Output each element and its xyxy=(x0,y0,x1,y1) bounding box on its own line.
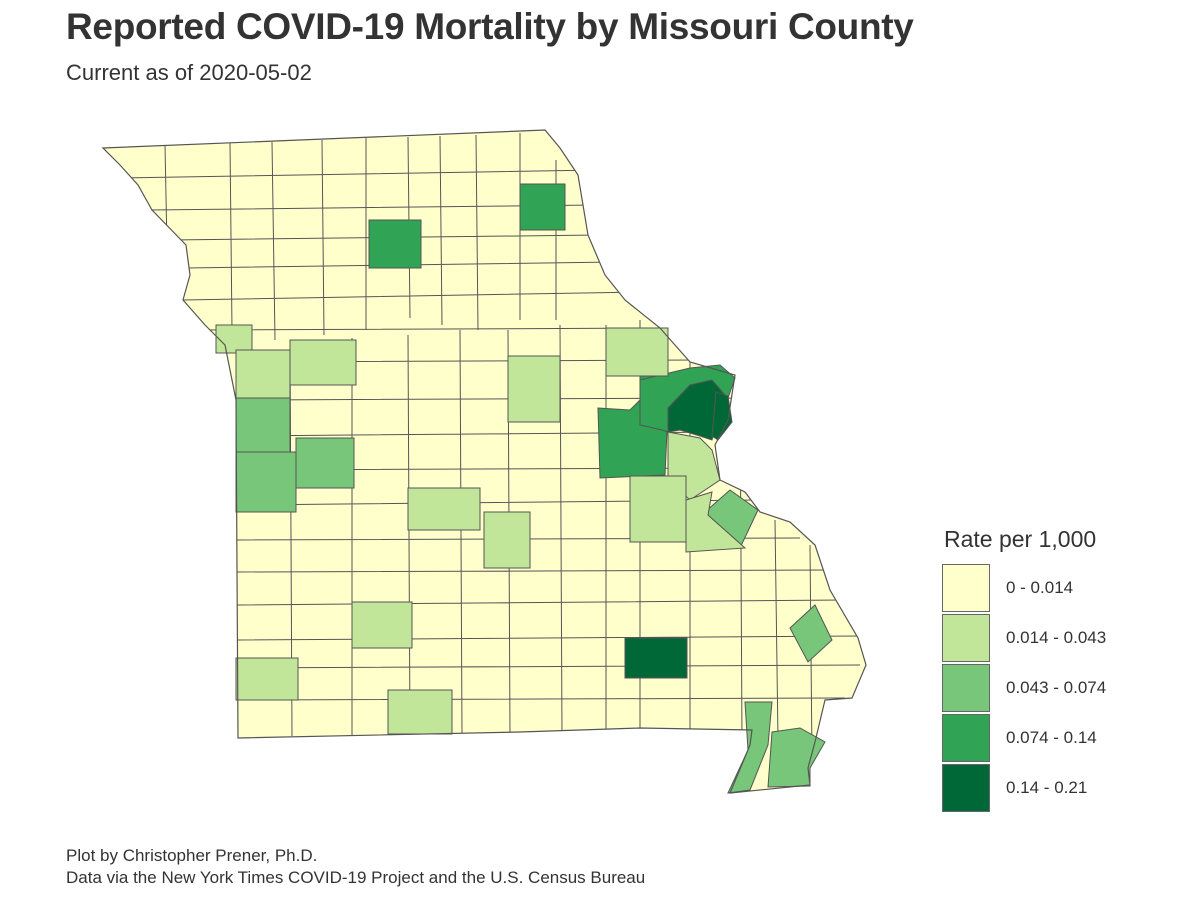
legend-swatch xyxy=(942,614,990,662)
legend-swatch xyxy=(942,664,990,712)
legend-item: 0.043 - 0.074 xyxy=(942,664,1182,714)
caption-source: Data via the New York Times COVID-19 Pro… xyxy=(66,868,646,887)
county-low xyxy=(215,324,253,354)
county-high xyxy=(519,183,566,231)
county-low xyxy=(235,349,291,399)
legend-swatch xyxy=(942,764,990,812)
county-mid xyxy=(767,727,826,788)
county-highest xyxy=(711,391,733,441)
chart-title: Reported COVID-19 Mortality by Missouri … xyxy=(66,6,914,47)
county-low xyxy=(685,491,747,553)
legend-title: Rate per 1,000 xyxy=(944,526,1097,552)
missouri-state-shape xyxy=(103,130,866,793)
county-low xyxy=(351,601,413,649)
county-low xyxy=(407,487,481,531)
county-mid xyxy=(789,604,833,663)
missouri-state-outline xyxy=(101,129,867,794)
county-mid xyxy=(295,437,355,489)
legend-swatch xyxy=(942,564,990,612)
county-highest xyxy=(624,637,688,679)
legend-item: 0.014 - 0.043 xyxy=(942,614,1182,664)
legend-item: 0 - 0.014 xyxy=(942,564,1182,614)
county-mid xyxy=(235,451,297,513)
county-low xyxy=(289,339,357,386)
county-low xyxy=(507,355,561,423)
county-low xyxy=(483,511,531,569)
legend-swatch xyxy=(942,714,990,762)
legend-label: 0.043 - 0.074 xyxy=(1006,678,1107,697)
legend-item: 0.074 - 0.14 xyxy=(942,714,1182,764)
county-low xyxy=(235,657,299,701)
legend-label: 0 - 0.014 xyxy=(1006,578,1074,597)
county-high xyxy=(368,219,422,269)
chart-subtitle: Current as of 2020-05-02 xyxy=(66,60,312,85)
county-mid xyxy=(235,397,291,453)
county-low xyxy=(629,475,687,543)
legend-label: 0.074 - 0.14 xyxy=(1006,728,1097,747)
legend-item: 0.14 - 0.21 xyxy=(942,764,1182,814)
legend-label: 0.014 - 0.043 xyxy=(1006,628,1107,647)
legend-label: 0.14 - 0.21 xyxy=(1006,778,1088,797)
county-low xyxy=(605,327,669,377)
caption-author: Plot by Christopher Prener, Ph.D. xyxy=(66,846,318,865)
county-low xyxy=(387,689,453,735)
